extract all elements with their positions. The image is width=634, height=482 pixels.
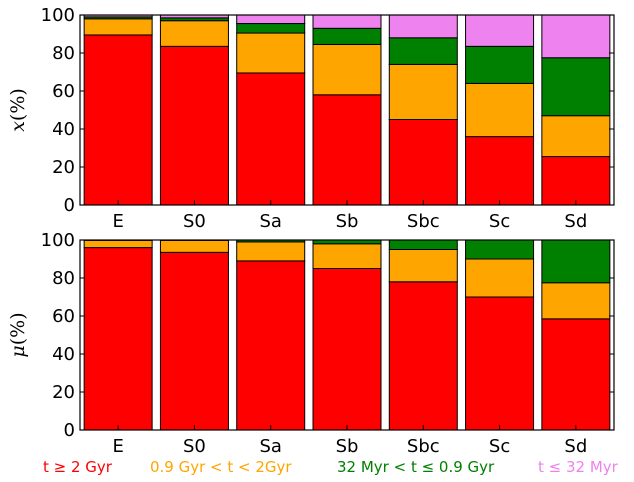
bar-x-Sd-youngest xyxy=(541,14,611,59)
x-tick-label: S0 xyxy=(183,211,206,232)
bar-x-Sbc-intermediate xyxy=(388,63,458,120)
bar-x-Sc-intermediate xyxy=(465,82,535,138)
bar-x-Sb-intermediate xyxy=(312,43,382,96)
bar-x-Sa-young xyxy=(236,23,306,34)
y-tick-label: 0 xyxy=(64,420,75,441)
bar-x-Sa-old xyxy=(236,72,306,206)
legend: t ≥ 2 Gyr 0.9 Gyr < t < 2Gyr 32 Myr < t … xyxy=(43,458,619,476)
x-tick-label: E xyxy=(112,211,123,232)
bar-x-Sc-youngest xyxy=(465,14,535,47)
bar-x-S0-old xyxy=(159,45,229,206)
y-tick-label: 40 xyxy=(52,119,75,140)
legend-item-old: t ≥ 2 Gyr xyxy=(43,458,113,476)
bar-mu-Sb-intermediate xyxy=(312,243,382,270)
bar-mu-Sc-old xyxy=(465,296,535,431)
bar-mu-Sc-young xyxy=(465,239,535,260)
bar-x-Sd-old xyxy=(541,156,611,206)
bar-mu-Sc-intermediate xyxy=(465,258,535,298)
chart-panel-x: E S0 Sa Sb Sbc Sc Sd 0 20 40 60 80 100 x(%) xyxy=(7,5,615,232)
x-tick-label: Sb xyxy=(336,436,359,457)
bar-mu-Sbc-old xyxy=(388,281,458,431)
bar-x-Sd-intermediate xyxy=(541,115,611,158)
bar-mu-Sbc-young xyxy=(388,239,458,250)
legend-item-youngest: t ≤ 32 Myr xyxy=(538,458,619,476)
y-axis-label: μ(%) xyxy=(7,312,29,357)
legend-item-young: 32 Myr < t ≤ 0.9 Gyr xyxy=(337,458,495,476)
y-tick-label: 80 xyxy=(52,43,75,64)
bar-x-Sbc-young xyxy=(388,37,458,65)
x-tick-label: Sc xyxy=(489,211,510,232)
bar-mu-E-old xyxy=(83,247,153,431)
x-tick-label: Sd xyxy=(564,211,587,232)
y-tick-label: 0 xyxy=(64,195,75,216)
bar-x-Sbc-youngest xyxy=(388,14,458,39)
y-tick-label: 60 xyxy=(52,306,75,327)
x-tick-label: Sb xyxy=(336,211,359,232)
y-tick-label: 60 xyxy=(52,81,75,102)
y-tick-label: 40 xyxy=(52,344,75,365)
bar-x-Sb-youngest xyxy=(312,14,382,29)
bar-x-Sa-intermediate xyxy=(236,32,306,74)
bar-x-Sc-young xyxy=(465,45,535,84)
x-tick-label: Sd xyxy=(564,436,587,457)
bar-x-S0-intermediate xyxy=(159,20,229,47)
bar-x-Sc-old xyxy=(465,136,535,206)
bar-x-E-old xyxy=(83,34,153,206)
x-tick-label: E xyxy=(112,436,123,457)
bar-mu-S0-old xyxy=(159,251,229,431)
bar-x-Sd-young xyxy=(541,57,611,117)
bar-mu-Sbc-intermediate xyxy=(388,249,458,283)
bar-mu-Sd-old xyxy=(541,318,611,431)
x-tick-label: Sbc xyxy=(407,211,440,232)
bar-x-E-intermediate xyxy=(83,18,153,36)
y-tick-label: 100 xyxy=(41,5,75,26)
x-tick-label: Sa xyxy=(259,436,281,457)
bar-mu-Sa-old xyxy=(236,260,306,431)
bar-mu-Sd-intermediate xyxy=(541,282,611,320)
axes-frame xyxy=(79,239,615,431)
x-tick-label: Sa xyxy=(259,211,281,232)
legend-item-intermediate: 0.9 Gyr < t < 2Gyr xyxy=(150,458,292,476)
bar-mu-E-intermediate xyxy=(83,239,153,249)
chart-panel-mu: E S0 Sa Sb Sbc Sc Sd 0 20 40 60 80 100 μ(%) xyxy=(7,230,615,457)
bar-mu-Sa-intermediate xyxy=(236,241,306,262)
bar-x-Sa-youngest xyxy=(236,14,306,25)
y-tick-label: 20 xyxy=(52,157,75,178)
bar-x-Sb-young xyxy=(312,27,382,45)
bar-x-Sb-old xyxy=(312,94,382,206)
x-tick-label: Sbc xyxy=(407,436,440,457)
y-tick-label: 100 xyxy=(41,230,75,251)
y-tick-label: 20 xyxy=(52,382,75,403)
bar-x-Sbc-old xyxy=(388,119,458,206)
x-tick-label: Sc xyxy=(489,436,510,457)
bar-mu-Sb-old xyxy=(312,268,382,431)
bar-mu-Sd-young xyxy=(541,239,611,284)
y-tick-label: 80 xyxy=(52,268,75,289)
y-axis-label: x(%) xyxy=(7,88,29,132)
x-tick-label: S0 xyxy=(183,436,206,457)
bar-mu-S0-intermediate xyxy=(159,239,229,253)
axes-frame xyxy=(79,14,615,206)
